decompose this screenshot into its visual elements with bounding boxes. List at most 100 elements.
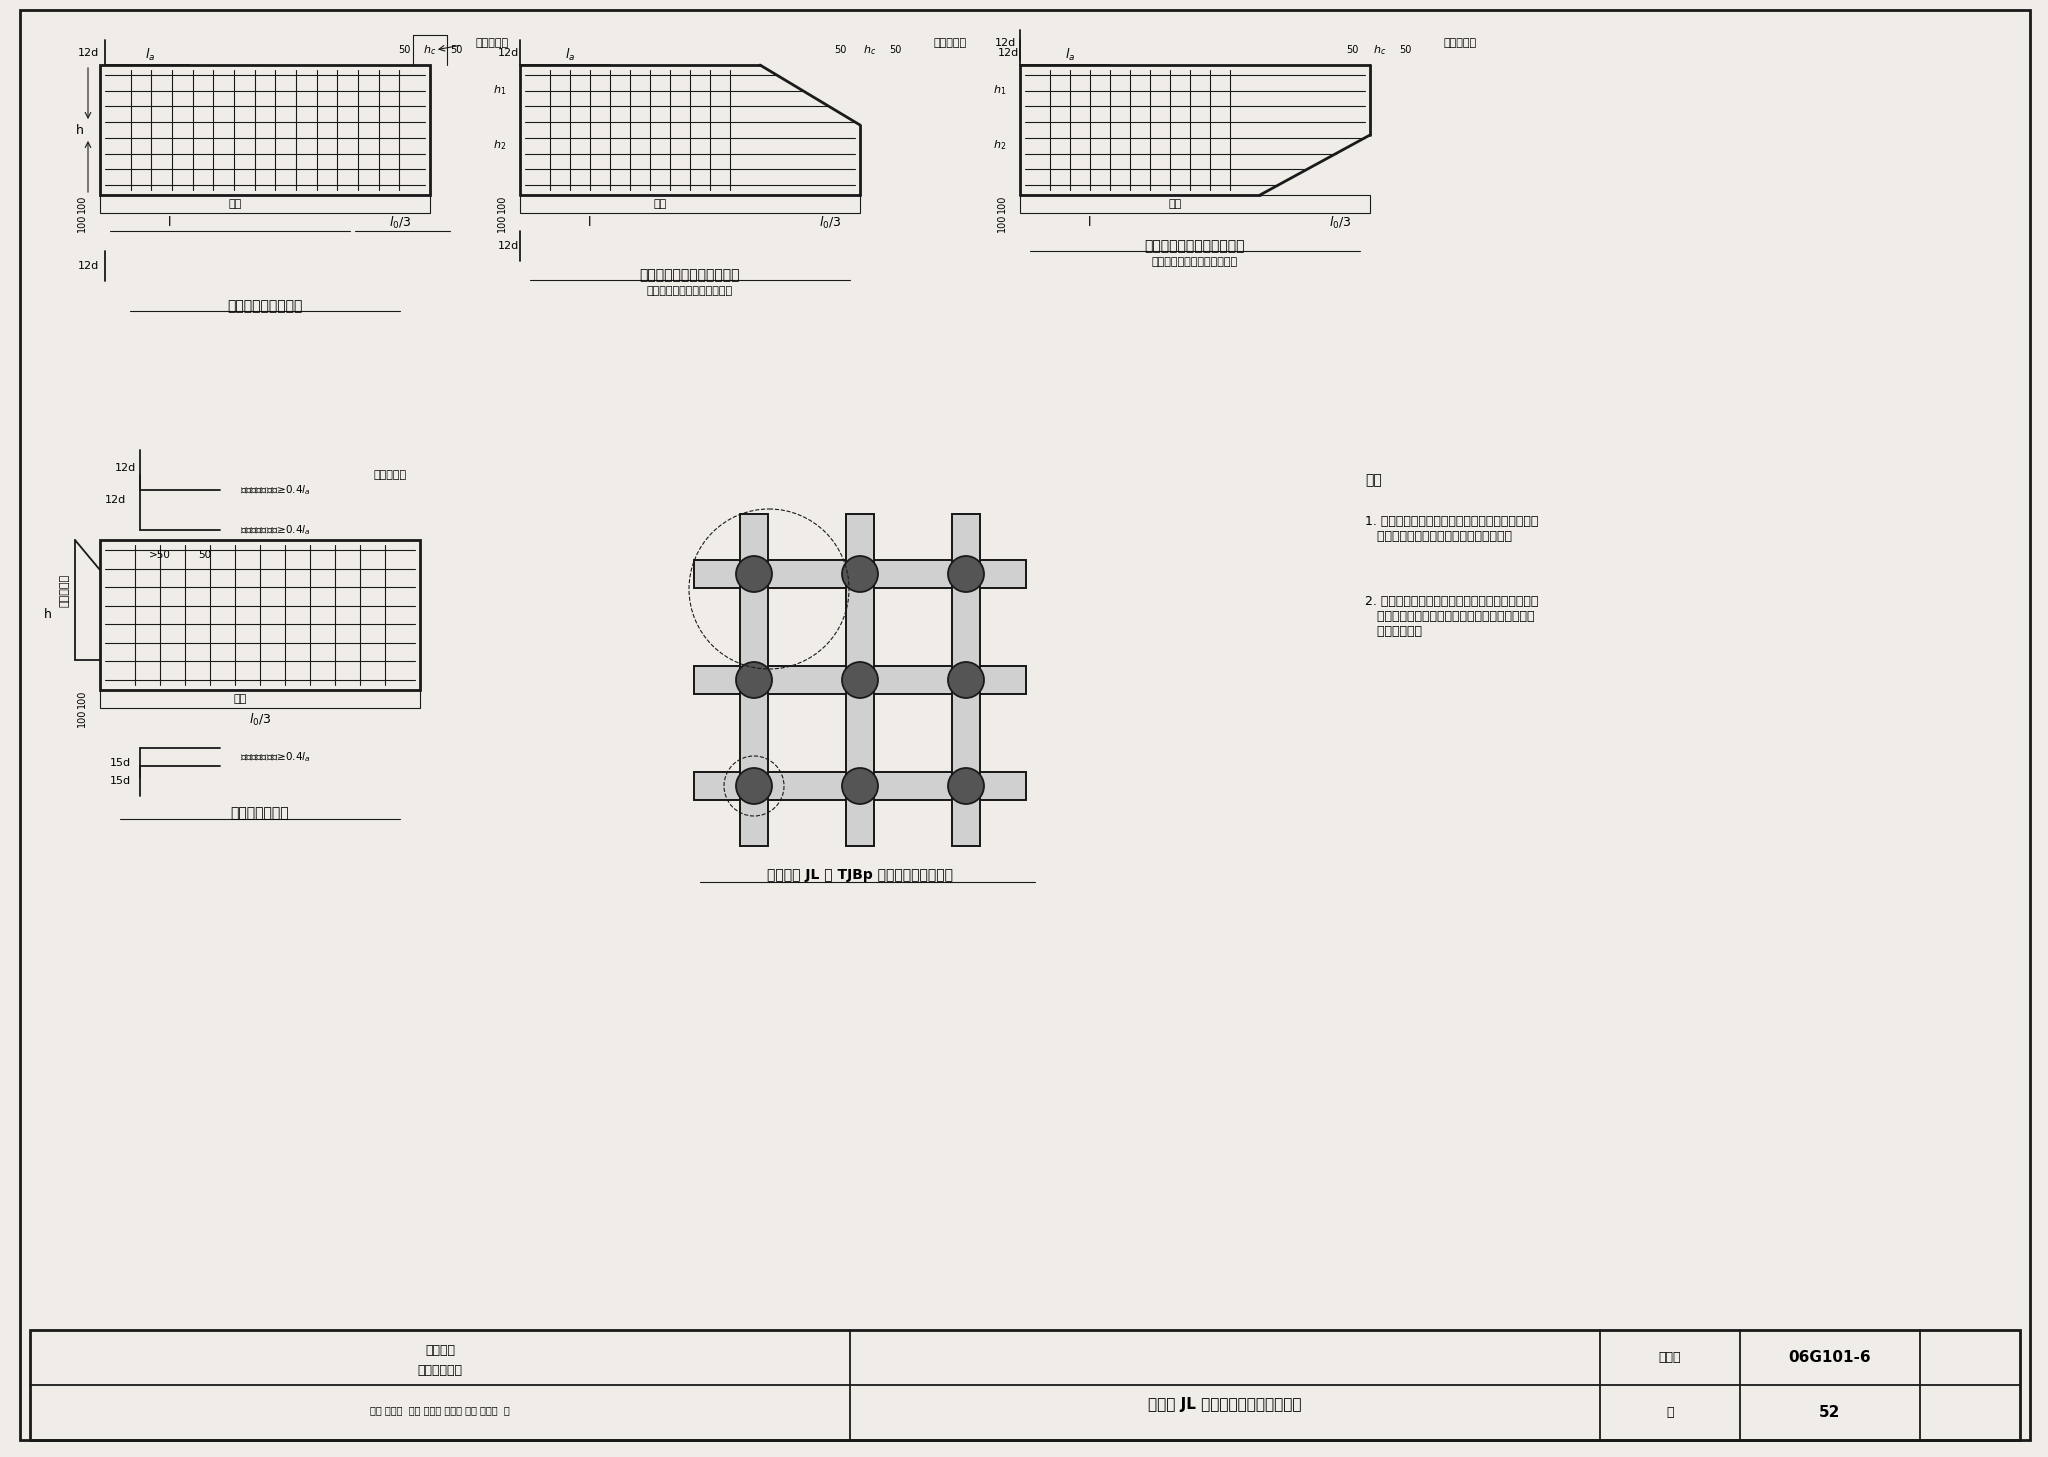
Bar [952,514,981,847]
Text: 边柱或角柱: 边柱或角柱 [475,38,508,48]
Bar [31,1330,2019,1440]
Text: 50: 50 [1399,45,1411,55]
Text: （基础梁底与基础板底一平）: （基础梁底与基础板底一平） [647,286,733,296]
Text: 垫层: 垫层 [653,200,668,208]
Text: 注：: 注： [1366,474,1382,487]
Text: 12d: 12d [995,38,1016,48]
Text: $h_c$: $h_c$ [864,44,877,57]
Text: 100: 100 [498,214,508,232]
Text: 第二部分: 第二部分 [426,1343,455,1356]
Text: 100: 100 [78,689,86,708]
Text: 图集号: 图集号 [1659,1351,1681,1364]
Text: 停至柱端部，且≥0.4$l_a$: 停至柱端部，且≥0.4$l_a$ [240,484,311,497]
Text: 停至柱端部，且≥0.4$l_a$: 停至柱端部，且≥0.4$l_a$ [240,750,311,763]
Bar [100,691,420,708]
Circle shape [735,661,772,698]
Text: 100: 100 [78,195,86,213]
Text: $h_1$: $h_1$ [993,83,1008,98]
Text: 端部变截面外伸构造（二）: 端部变截面外伸构造（二） [1145,239,1245,254]
Text: 基础梁 JL 端部与外伸部位钢筋构造: 基础梁 JL 端部与外伸部位钢筋构造 [1149,1397,1303,1412]
Text: 12d: 12d [115,463,135,474]
Text: $l_0/3$: $l_0/3$ [389,216,412,232]
Text: 页: 页 [1667,1406,1673,1419]
Text: 12d: 12d [997,48,1018,58]
Text: 端部无外伸构造: 端部无外伸构造 [231,806,289,820]
Text: 停至柱端部，且≥0.4$l_a$: 停至柱端部，且≥0.4$l_a$ [240,523,311,536]
Circle shape [842,557,879,592]
Text: 梁包柱侧腋: 梁包柱侧腋 [59,574,70,606]
Bar [739,514,768,847]
Bar [952,514,981,847]
Text: $l_a$: $l_a$ [565,47,575,63]
Text: 06G101-6: 06G101-6 [1788,1351,1872,1365]
Text: 12d: 12d [78,261,98,271]
Text: l: l [1087,217,1092,230]
Bar [694,559,1026,589]
Bar [846,514,874,847]
Text: l: l [588,217,592,230]
Text: $h_2$: $h_2$ [494,138,506,152]
Bar [1020,195,1370,213]
Circle shape [842,768,879,804]
Text: $l_0/3$: $l_0/3$ [1329,216,1352,232]
Text: （基础梁顶与基础板顶一平）: （基础梁顶与基础板顶一平） [1151,256,1239,267]
Text: 12d: 12d [498,48,518,58]
Text: $h_2$: $h_2$ [993,138,1008,152]
Text: 标准构造详图: 标准构造详图 [418,1364,463,1377]
Circle shape [735,768,772,804]
Bar [100,66,430,195]
Text: 垫层: 垫层 [233,694,246,704]
Text: $l_a$: $l_a$ [1065,47,1075,63]
Bar [694,666,1026,694]
Text: 边柱或角柱: 边柱或角柱 [934,38,967,48]
Text: 52: 52 [1819,1405,1841,1421]
Text: 50: 50 [889,45,901,55]
Text: 12d: 12d [498,240,518,251]
Circle shape [948,768,983,804]
Text: 100: 100 [997,195,1008,213]
Circle shape [735,557,772,592]
Text: 12d: 12d [78,48,98,58]
Text: l: l [168,217,172,230]
Text: 100: 100 [498,195,508,213]
Text: $l_a$: $l_a$ [145,47,156,63]
Text: 100: 100 [78,214,86,232]
Circle shape [948,557,983,592]
Text: 100: 100 [78,708,86,727]
Bar [100,541,420,691]
Text: 15d: 15d [109,758,131,768]
Text: 1. 当外伸部位底部纵筋配置多于两排时，第三排非
   贯通钢筋的延伸长度值应由设计者注明。: 1. 当外伸部位底部纵筋配置多于两排时，第三排非 贯通钢筋的延伸长度值应由设计者… [1366,514,1538,543]
Text: 端部变截面外伸构造（一）: 端部变截面外伸构造（一） [639,268,739,283]
Text: 条形基础 JL 和 TJBp 局部平面布置图示意: 条形基础 JL 和 TJBp 局部平面布置图示意 [768,868,952,881]
Text: $h_c$: $h_c$ [424,44,436,57]
Bar [846,514,874,847]
Text: 审核 陈幼暐  校对 刘某祥 刘其绎 设计 陈青来  页: 审核 陈幼暐 校对 刘某祥 刘其绎 设计 陈青来 页 [371,1405,510,1415]
Text: 50: 50 [834,45,846,55]
Text: h: h [76,124,84,137]
Text: 边柱或角柱: 边柱或角柱 [373,471,408,479]
Text: 边柱或角柱: 边柱或角柱 [1444,38,1477,48]
Text: 端部等截面外伸构造: 端部等截面外伸构造 [227,299,303,313]
Circle shape [948,661,983,698]
Text: 50: 50 [397,45,410,55]
Text: >50: >50 [150,549,170,559]
Bar [694,772,1026,800]
Text: 垫层: 垫层 [229,200,242,208]
Text: h: h [45,609,51,622]
Text: $l_0/3$: $l_0/3$ [819,216,842,232]
Circle shape [842,661,879,698]
Text: $h_1$: $h_1$ [494,83,506,98]
Text: 50: 50 [199,549,211,559]
Bar [739,514,768,847]
Text: 50: 50 [1346,45,1358,55]
Text: 50: 50 [451,45,463,55]
Text: 15d: 15d [109,777,131,785]
Text: $h_c$: $h_c$ [1374,44,1386,57]
Bar [694,772,1026,800]
Text: 100: 100 [997,214,1008,232]
Bar [520,195,860,213]
Text: 垫层: 垫层 [1167,200,1182,208]
Bar [100,195,430,213]
Text: $l_0/3$: $l_0/3$ [248,712,270,728]
Bar [694,666,1026,694]
